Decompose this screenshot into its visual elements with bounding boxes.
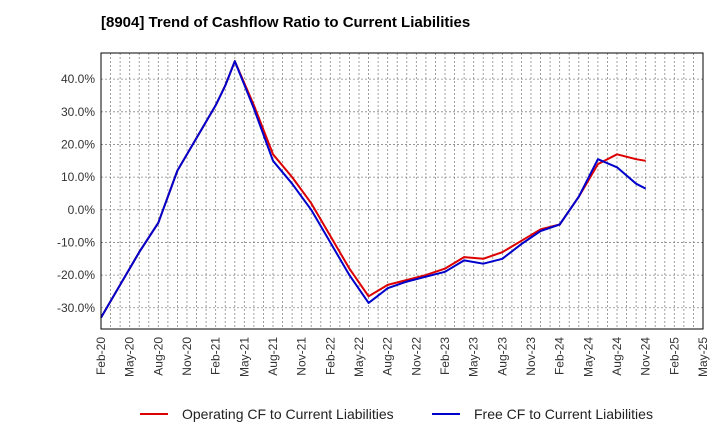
- x-tick-label: Aug-20: [151, 337, 165, 376]
- chart-title: [8904] Trend of Cashflow Ratio to Curren…: [101, 14, 471, 31]
- y-tick-label: 10.0%: [61, 170, 95, 184]
- x-tick-label: Feb-22: [323, 337, 337, 375]
- x-tick-label: Feb-20: [94, 337, 108, 375]
- x-tick-label: Nov-23: [524, 337, 538, 376]
- x-tick-label: May-22: [352, 337, 366, 377]
- x-tick-label: Nov-21: [295, 337, 309, 376]
- x-tick-label: May-20: [123, 337, 137, 377]
- legend: Operating CF to Current Liabilities Free …: [140, 406, 653, 422]
- plot-frame: [100, 52, 704, 330]
- y-tick-label: -10.0%: [57, 235, 95, 249]
- x-tick-label: Nov-20: [180, 337, 194, 376]
- x-tick-label: Nov-24: [639, 337, 653, 376]
- series-lines: [100, 60, 647, 319]
- y-tick-label: 0.0%: [68, 203, 96, 217]
- y-tick-label: 20.0%: [61, 137, 95, 151]
- x-tick-label: May-25: [696, 337, 710, 377]
- y-tick-label: 40.0%: [61, 72, 95, 86]
- y-axis-tick-labels: 40.0% 30.0% 20.0% 10.0% 0.0% -10.0% -20.0% -30.…: [57, 72, 95, 315]
- x-tick-label: Aug-21: [266, 337, 280, 376]
- x-tick-label: Aug-24: [610, 337, 624, 376]
- legend-label-2: Free CF to Current Liabilities: [474, 406, 653, 422]
- plot-background: [101, 53, 703, 329]
- x-tick-label: Feb-25: [667, 337, 681, 375]
- y-tick-label: -30.0%: [57, 301, 95, 315]
- x-tick-label: May-21: [237, 337, 251, 377]
- y-tick-label: -20.0%: [57, 268, 95, 282]
- x-tick-label: Nov-22: [409, 337, 423, 376]
- x-axis-tick-labels: Feb-20 May-20 Aug-20 Nov-20 Feb-21 May-21 Aug-…: [94, 337, 710, 377]
- x-tick-label: May-23: [467, 337, 481, 377]
- series-line-2: [100, 60, 647, 319]
- x-tick-label: Feb-21: [209, 337, 223, 375]
- x-tick-label: Aug-23: [495, 337, 509, 376]
- x-tick-label: Feb-23: [438, 337, 452, 375]
- y-tick-label: 30.0%: [61, 105, 95, 119]
- x-tick-label: Feb-24: [553, 337, 567, 375]
- legend-label-1: Operating CF to Current Liabilities: [182, 406, 394, 422]
- x-tick-label: Aug-22: [381, 337, 395, 376]
- x-tick-label: May-24: [581, 337, 595, 377]
